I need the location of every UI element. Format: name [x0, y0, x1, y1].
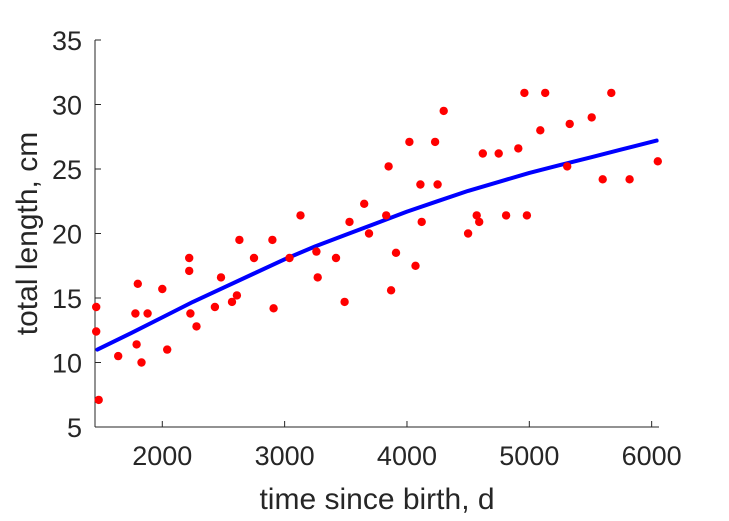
- data-point: [186, 309, 195, 318]
- data-point: [331, 253, 341, 263]
- data-point: [143, 309, 152, 318]
- fit-curve-layer: [95, 138, 659, 352]
- data-point: [472, 211, 481, 220]
- y-tick-label: 5: [67, 413, 82, 443]
- data-point: [94, 395, 103, 405]
- data-point: [313, 273, 322, 282]
- y-axis-title: total length, cm: [11, 132, 44, 335]
- x-tick-label: 3000: [255, 441, 315, 471]
- data-point: [475, 217, 484, 227]
- y-tick-label: 25: [52, 155, 82, 185]
- data-point: [386, 286, 396, 295]
- y-tick-label: 15: [52, 284, 82, 314]
- plot-axes: 5 10 15 20 25 30 35 2000 3000 4000 5000 6000: [52, 26, 682, 471]
- data-point: [541, 88, 550, 98]
- x-tick-label: 6000: [622, 441, 682, 471]
- data-point: [391, 248, 401, 257]
- data-point: [416, 180, 425, 189]
- data-point: [520, 88, 529, 98]
- data-point: [249, 253, 259, 263]
- data-point: [563, 162, 572, 171]
- data-point: [598, 175, 607, 184]
- data-point: [494, 149, 503, 158]
- data-point: [114, 351, 123, 361]
- y-tick-label: 30: [52, 91, 82, 121]
- data-point: [345, 217, 354, 227]
- data-point: [360, 199, 369, 208]
- y-axis-ticks: 5 10 15 20 25 30 35: [52, 26, 101, 443]
- data-point: [463, 229, 473, 238]
- data-point: [405, 137, 414, 147]
- data-point: [132, 340, 141, 349]
- data-point: [185, 266, 194, 276]
- data-point: [92, 327, 101, 336]
- x-axis-title: time since birth, d: [259, 483, 494, 516]
- x-tick-label: 4000: [377, 441, 437, 471]
- data-point: [163, 345, 172, 354]
- data-point: [133, 279, 142, 288]
- data-point: [384, 162, 393, 171]
- data-point: [587, 113, 596, 122]
- data-point: [312, 247, 321, 256]
- data-point: [268, 235, 277, 245]
- data-point: [417, 217, 426, 227]
- y-tick-label: 10: [52, 349, 82, 379]
- data-point: [210, 302, 220, 312]
- x-tick-label: 2000: [132, 441, 192, 471]
- x-tick-label: 5000: [499, 441, 559, 471]
- data-point: [131, 309, 140, 318]
- data-point: [92, 302, 101, 312]
- data-point: [227, 297, 237, 307]
- data-point: [269, 304, 278, 313]
- data-point: [235, 235, 244, 245]
- data-point: [364, 229, 374, 238]
- data-point: [565, 119, 574, 129]
- data-point: [522, 211, 532, 220]
- x-axis-ticks: 2000 3000 4000 5000 6000: [132, 421, 682, 471]
- data-point: [285, 253, 294, 263]
- data-point: [439, 106, 448, 116]
- data-point: [430, 137, 440, 147]
- data-point: [625, 175, 634, 184]
- data-point: [478, 149, 487, 158]
- data-points-layer: [92, 88, 662, 405]
- data-point: [192, 322, 201, 331]
- data-point: [158, 284, 167, 294]
- data-point: [185, 253, 194, 263]
- y-tick-label: 20: [52, 220, 82, 250]
- data-point: [653, 157, 662, 166]
- data-point: [340, 297, 349, 307]
- data-point: [433, 180, 442, 189]
- data-point: [411, 261, 420, 270]
- fit-curve: [95, 138, 659, 352]
- data-point: [607, 88, 616, 98]
- data-point: [514, 144, 523, 153]
- data-point: [296, 211, 305, 220]
- data-point: [137, 358, 146, 367]
- data-point: [232, 291, 242, 300]
- data-point: [536, 126, 545, 135]
- data-point: [216, 273, 226, 282]
- data-point: [501, 211, 511, 220]
- data-point: [382, 211, 391, 220]
- y-tick-label: 35: [52, 26, 82, 56]
